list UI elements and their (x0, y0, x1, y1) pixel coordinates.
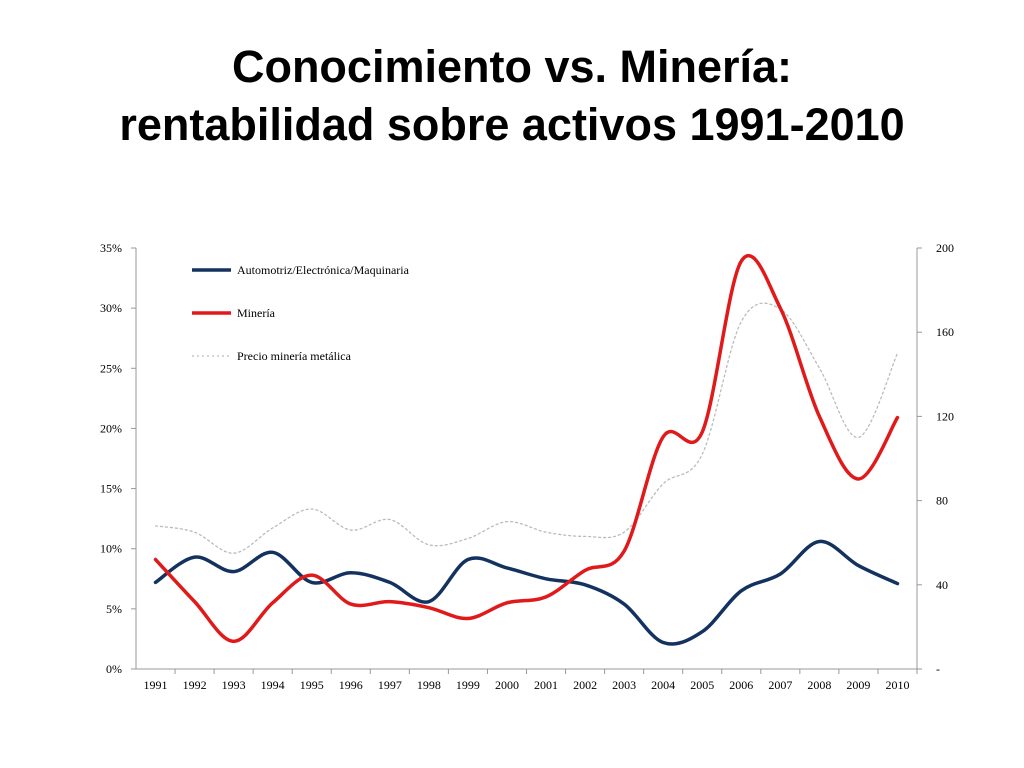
x-tick-label: 2005 (690, 678, 714, 692)
left-tick-label: 0% (106, 662, 122, 676)
right-tick-label: - (936, 662, 940, 676)
series-line-mineria (153, 253, 900, 644)
legend-label: Precio minería metálica (237, 349, 352, 363)
x-tick-label: 2002 (573, 678, 597, 692)
slide-title: Conocimiento vs. Minería: rentabilidad s… (0, 38, 1024, 154)
title-line-1: Conocimiento vs. Minería: (231, 41, 793, 92)
x-tick-label: 1995 (300, 678, 324, 692)
x-tick-label: 2001 (534, 678, 558, 692)
series-line-precio-mineria-metalica (154, 302, 899, 554)
x-tick-label: 1991 (144, 678, 168, 692)
right-tick-label: 40 (936, 578, 948, 592)
left-tick-label: 5% (106, 602, 122, 616)
x-tick-label: 1994 (261, 678, 285, 692)
x-tick-label: 1993 (222, 678, 246, 692)
left-tick-label: 25% (100, 361, 122, 375)
legend-label: Minería (237, 306, 276, 320)
left-tick-label: 35% (100, 241, 122, 255)
right-tick-label: 160 (936, 325, 954, 339)
x-tick-label: 2010 (885, 678, 909, 692)
left-tick-label: 20% (100, 421, 122, 435)
x-tick-label: 2000 (495, 678, 519, 692)
right-tick-label: 120 (936, 409, 954, 423)
series-line-automotriz-electronica-maquinaria (153, 539, 900, 646)
x-tick-label: 2009 (846, 678, 870, 692)
title-line-2: rentabilidad sobre activos 1991-2010 (119, 99, 905, 150)
left-tick-label: 10% (100, 542, 122, 556)
x-tick-label: 2008 (807, 678, 831, 692)
right-tick-label: 80 (936, 494, 948, 508)
x-tick-label: 1992 (183, 678, 207, 692)
x-tick-label: 2004 (651, 678, 675, 692)
x-tick-label: 1997 (378, 678, 402, 692)
x-tick-label: 1998 (417, 678, 441, 692)
x-tick-label: 1996 (339, 678, 363, 692)
left-tick-label: 15% (100, 482, 122, 496)
right-tick-label: 200 (936, 241, 954, 255)
x-tick-label: 1999 (456, 678, 480, 692)
x-tick-label: 2007 (768, 678, 792, 692)
x-tick-label: 2003 (612, 678, 636, 692)
x-tick-label: 2006 (729, 678, 753, 692)
left-tick-label: 30% (100, 301, 122, 315)
legend-label: Automotriz/Electrónica/Maquinaria (237, 263, 410, 277)
